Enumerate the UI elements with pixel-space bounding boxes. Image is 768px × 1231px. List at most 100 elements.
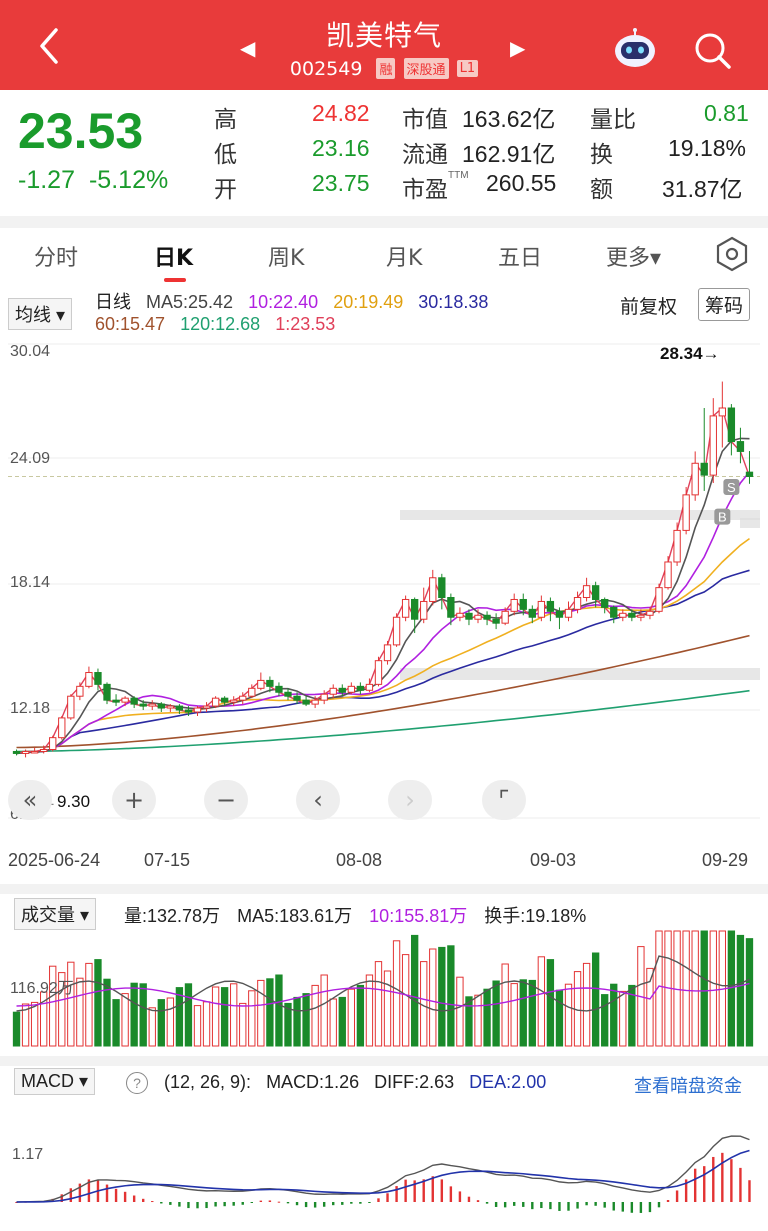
chips-button[interactable]: 筹码 (698, 288, 751, 321)
candle-body (727, 407, 736, 443)
tab-monthly-k[interactable]: 月K (386, 246, 423, 271)
scroll-right-button[interactable]: › (388, 780, 432, 820)
scroll-start-button[interactable]: « (8, 780, 52, 820)
macd-bar (494, 1202, 498, 1207)
help-icon[interactable]: ? (126, 1072, 148, 1094)
candle-body (619, 612, 627, 618)
open-value: 23.75 (312, 170, 370, 196)
zoom-in-button[interactable]: + (112, 780, 156, 820)
dark-pool-link[interactable]: 查看暗盘资金 (634, 1076, 742, 1096)
volume-bar (655, 930, 663, 1047)
macd-bar (123, 1191, 127, 1202)
macd-bar (259, 1200, 263, 1202)
candle (293, 692, 301, 705)
candle (474, 609, 482, 624)
diff-line (16, 1135, 750, 1203)
ma1-value: 1:23.53 (275, 314, 336, 334)
volume-bar (591, 952, 600, 1047)
volume-bar (139, 983, 147, 1047)
candle-body (374, 660, 383, 685)
volume-bar (492, 980, 500, 1047)
macd-bar (350, 1202, 353, 1204)
fullscreen-button[interactable]: ⌜ (482, 780, 526, 820)
ma5-line (16, 437, 750, 755)
candle-body (465, 612, 473, 620)
ma-legend-bar: 均线 ▾ 日线 MA5:25.42 10:22.40 20:19.49 30:1… (0, 286, 768, 340)
candlestick-chart[interactable]: SB (0, 338, 768, 838)
candle (311, 696, 319, 709)
tab-five-day[interactable]: 五日 (498, 246, 543, 271)
mcap-value: 163.62亿 (462, 106, 556, 132)
back-arrow-icon[interactable] (26, 22, 74, 70)
candle-body (736, 441, 745, 452)
turnover-label: 换 (590, 141, 613, 167)
scroll-left-button[interactable]: ‹ (296, 780, 340, 820)
macd-legend: (12, 26, 9): MACD:1.26 DIFF:2.63 DEA:2.0… (164, 1072, 556, 1093)
volume-bar (121, 993, 129, 1047)
candle (67, 694, 75, 720)
candle-body (745, 471, 754, 478)
price-tick-max: 30.04 (10, 343, 51, 360)
trade-marker-b[interactable]: B (714, 508, 731, 525)
ma20-value: 20:19.49 (333, 292, 404, 312)
chip-zone (400, 510, 760, 520)
candle (637, 609, 645, 622)
volume-chart[interactable] (0, 926, 768, 1052)
candle (329, 684, 337, 699)
candle (175, 704, 184, 714)
macd-dropdown[interactable]: MACD ▾ (14, 1068, 96, 1095)
indicator-dropdown[interactable]: 均线 ▾ (8, 298, 73, 330)
macd-bar (485, 1202, 489, 1204)
trade-marker-bg (723, 478, 740, 495)
candle-body (67, 695, 75, 719)
candle (582, 577, 591, 602)
pe-value: 260.55 (486, 170, 557, 196)
next-stock-arrow-icon[interactable]: ▶ (510, 36, 526, 60)
candle-body (211, 697, 220, 707)
candle (546, 597, 555, 622)
candle (30, 747, 39, 754)
macd-bar (377, 1198, 380, 1202)
macd-bar (313, 1202, 317, 1208)
volume-bar (40, 991, 48, 1047)
volume-dropdown[interactable]: 成交量 ▾ (14, 898, 97, 930)
ai-robot-icon[interactable] (612, 28, 658, 70)
candle (519, 593, 527, 616)
volume-bar (628, 984, 636, 1047)
volume-bar (266, 978, 274, 1047)
price-tick-4: 12.18 (10, 700, 51, 717)
macd-chart[interactable] (0, 1100, 768, 1231)
macd-bar (395, 1186, 398, 1202)
search-icon[interactable] (690, 28, 734, 72)
trade-marker-s[interactable]: S (723, 478, 740, 495)
volume-bar (601, 994, 609, 1047)
date-tick-5: 09-29 (702, 850, 749, 870)
macd-bar (250, 1202, 253, 1203)
candle (40, 745, 48, 754)
zoom-out-button[interactable]: − (204, 780, 248, 820)
candle (601, 597, 609, 614)
trade-marker-label: S (727, 480, 736, 495)
prev-stock-arrow-icon[interactable]: ◀ (240, 36, 256, 60)
tab-more[interactable]: 更多▾ (606, 246, 662, 271)
pe-ttm-sup: TTM (448, 170, 469, 181)
candle (374, 656, 383, 687)
macd-bar (748, 1180, 751, 1202)
volume-ma5-line (16, 955, 750, 1012)
candle (338, 684, 346, 697)
stock-code: 002549 (289, 57, 363, 80)
ma-legend-line1: 日线 MA5:25.42 10:22.40 20:19.49 30:18.38 (95, 288, 498, 314)
tab-weekly-k[interactable]: 周K (268, 246, 305, 271)
tab-daily-k[interactable]: 日K (154, 246, 194, 271)
candle (139, 700, 147, 711)
candle (673, 522, 681, 566)
macd-bar (712, 1156, 715, 1202)
volume-tick: 116.92万 (10, 980, 74, 997)
candle-body (438, 577, 446, 599)
volume-bar (365, 974, 374, 1047)
adjust-mode[interactable]: 前复权 (620, 297, 678, 318)
candle-body (248, 687, 256, 697)
tab-intraday[interactable]: 分时 (34, 246, 79, 271)
macd-bar (594, 1202, 597, 1206)
chart-settings-icon[interactable] (714, 236, 750, 272)
